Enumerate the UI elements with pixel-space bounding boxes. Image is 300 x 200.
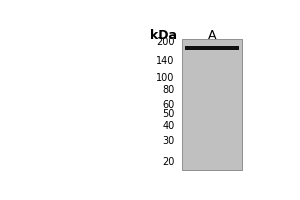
Text: 140: 140 — [156, 56, 175, 66]
Text: A: A — [208, 29, 216, 42]
Text: 100: 100 — [156, 73, 175, 83]
Text: 50: 50 — [162, 109, 175, 119]
Bar — [182, 39, 242, 170]
Text: 60: 60 — [162, 100, 175, 110]
Text: kDa: kDa — [150, 29, 177, 42]
Text: 30: 30 — [162, 136, 175, 146]
Text: 40: 40 — [162, 121, 175, 131]
Bar — [185, 46, 239, 50]
Text: 20: 20 — [162, 157, 175, 167]
Text: 80: 80 — [162, 85, 175, 95]
Text: 200: 200 — [156, 37, 175, 47]
